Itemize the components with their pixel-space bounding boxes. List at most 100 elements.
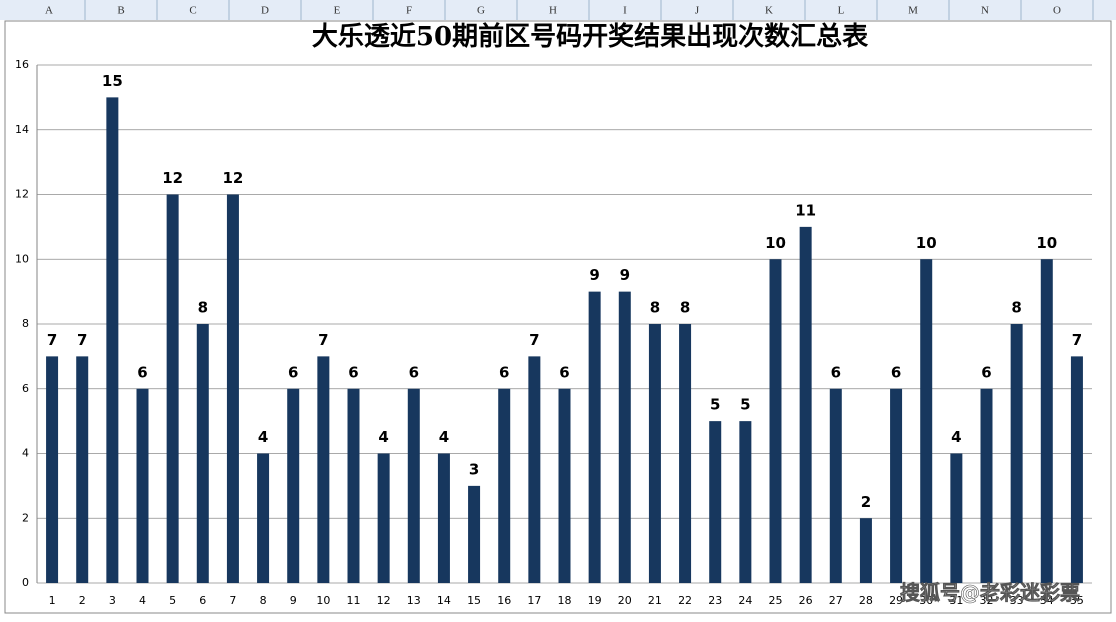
bar — [980, 388, 993, 583]
value-label: 8 — [680, 299, 690, 317]
value-label: 8 — [1011, 299, 1021, 317]
column-header: M — [908, 5, 918, 17]
value-label: 8 — [650, 299, 660, 317]
watermark: 搜狐号@老彩迷彩票 — [900, 581, 1080, 605]
value-label: 9 — [589, 266, 599, 284]
x-tick-label: 15 — [467, 594, 481, 607]
bar — [709, 421, 722, 583]
bar — [498, 388, 511, 583]
y-tick-label: 2 — [22, 511, 29, 524]
bar — [859, 518, 872, 583]
x-tick-label: 9 — [290, 594, 297, 607]
value-label: 7 — [1072, 331, 1082, 349]
column-header: N — [981, 5, 989, 17]
x-tick-label: 13 — [407, 594, 421, 607]
y-tick-label: 10 — [15, 252, 29, 265]
column-header: L — [838, 5, 845, 17]
x-tick-label: 25 — [769, 594, 783, 607]
column-header: B — [117, 5, 124, 17]
value-label: 6 — [499, 363, 509, 381]
x-tick-label: 11 — [347, 594, 361, 607]
column-header: F — [406, 5, 412, 17]
y-tick-label: 16 — [15, 58, 29, 71]
value-label: 7 — [47, 331, 57, 349]
y-tick-label: 6 — [22, 382, 29, 395]
x-tick-label: 8 — [260, 594, 267, 607]
column-header: O — [1053, 5, 1061, 17]
value-label: 3 — [469, 460, 479, 478]
value-label: 11 — [795, 201, 816, 219]
x-tick-label: 3 — [109, 594, 116, 607]
x-tick-label: 27 — [829, 594, 843, 607]
value-label: 4 — [951, 428, 961, 446]
x-tick-label: 32 — [980, 594, 994, 607]
x-tick-label: 6 — [199, 594, 206, 607]
value-label: 10 — [916, 234, 937, 252]
value-label: 6 — [891, 363, 901, 381]
column-header: C — [189, 5, 196, 17]
value-label: 10 — [1036, 234, 1057, 252]
value-label: 12 — [222, 169, 243, 187]
bar — [166, 194, 179, 583]
bar — [920, 259, 933, 583]
bar — [226, 194, 239, 583]
column-header: D — [261, 5, 269, 17]
value-label: 7 — [318, 331, 328, 349]
y-tick-label: 14 — [15, 123, 29, 136]
bar — [317, 356, 330, 583]
bar — [287, 388, 300, 583]
value-label: 12 — [162, 169, 183, 187]
bar — [588, 291, 601, 583]
value-label: 6 — [137, 363, 147, 381]
value-label: 7 — [529, 331, 539, 349]
column-header: K — [765, 5, 773, 17]
x-tick-label: 4 — [139, 594, 146, 607]
value-label: 7 — [77, 331, 87, 349]
bar — [136, 388, 149, 583]
bar — [46, 356, 59, 583]
bar — [468, 485, 481, 583]
x-tick-label: 28 — [859, 594, 873, 607]
value-label: 15 — [102, 72, 123, 90]
value-label: 2 — [861, 493, 871, 511]
column-header: J — [695, 5, 700, 17]
bar — [377, 453, 390, 583]
bar — [196, 324, 209, 583]
value-label: 6 — [348, 363, 358, 381]
x-tick-label: 34 — [1040, 594, 1054, 607]
column-header: E — [334, 5, 341, 17]
x-tick-label: 23 — [708, 594, 722, 607]
x-tick-label: 20 — [618, 594, 632, 607]
bar — [679, 324, 692, 583]
x-tick-label: 19 — [588, 594, 602, 607]
bar — [257, 453, 270, 583]
bar — [76, 356, 89, 583]
x-tick-label: 21 — [648, 594, 662, 607]
value-label: 5 — [740, 396, 750, 414]
value-label: 6 — [981, 363, 991, 381]
bar — [558, 388, 571, 583]
bar — [528, 356, 541, 583]
y-tick-label: 4 — [22, 447, 29, 460]
value-label: 5 — [710, 396, 720, 414]
x-tick-label: 29 — [889, 594, 903, 607]
x-tick-label: 16 — [497, 594, 511, 607]
value-label: 6 — [409, 363, 419, 381]
value-label: 4 — [378, 428, 388, 446]
value-label: 6 — [831, 363, 841, 381]
bar — [1040, 259, 1053, 583]
value-label: 10 — [765, 234, 786, 252]
bar — [829, 388, 842, 583]
x-tick-label: 22 — [678, 594, 692, 607]
bar — [407, 388, 420, 583]
y-tick-label: 8 — [22, 317, 29, 330]
bar — [1010, 324, 1023, 583]
bar — [739, 421, 752, 583]
value-label: 6 — [559, 363, 569, 381]
x-tick-label: 24 — [738, 594, 752, 607]
bar — [769, 259, 782, 583]
y-tick-label: 0 — [22, 576, 29, 589]
value-label: 8 — [198, 299, 208, 317]
bar — [799, 226, 812, 583]
x-tick-label: 30 — [919, 594, 933, 607]
